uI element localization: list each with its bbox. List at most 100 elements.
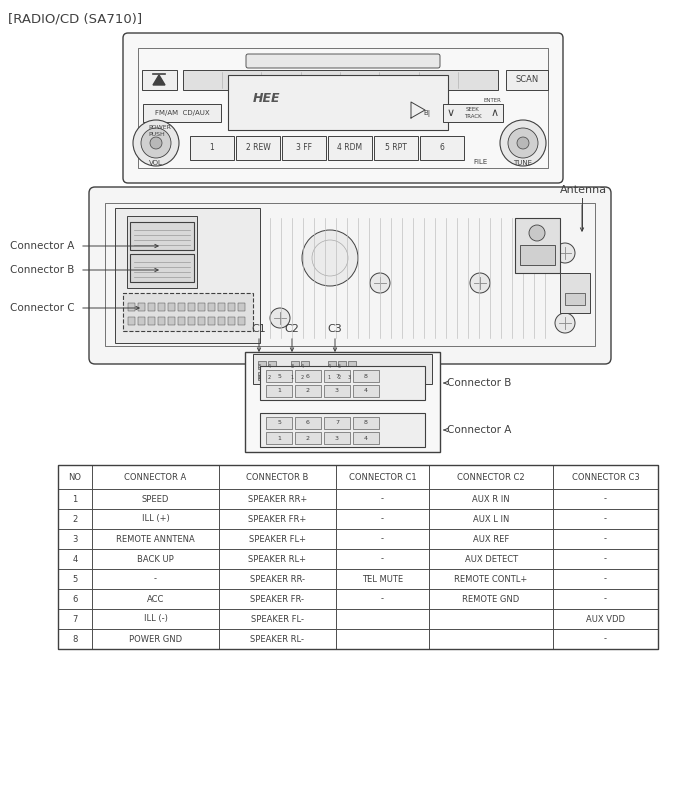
Bar [219,629,335,649]
Text: 5: 5 [72,574,78,584]
Circle shape [500,120,546,166]
Bar [58,549,92,569]
Text: 2: 2 [267,375,271,380]
Text: ILL (-): ILL (-) [144,615,167,623]
Text: NO: NO [69,472,81,481]
Text: SPEAKER FL+: SPEAKER FL+ [249,535,306,544]
Circle shape [150,137,162,149]
Bar [338,361,346,369]
Bar [266,370,292,382]
Bar [228,75,448,130]
Text: ∨: ∨ [447,108,455,118]
Bar [123,293,253,331]
Text: CONNECTOR C3: CONNECTOR C3 [572,472,639,481]
Bar [291,361,299,369]
Bar [92,569,219,589]
Bar [219,549,335,569]
Bar [506,70,548,90]
Text: REMOTE GND: REMOTE GND [463,595,519,604]
Bar [335,509,429,529]
Text: 2: 2 [306,389,310,393]
Bar [295,417,321,429]
Text: 8: 8 [364,420,368,426]
Text: SPEED: SPEED [142,495,169,503]
Text: 4: 4 [328,364,330,369]
Bar [198,303,205,311]
Bar [92,549,219,569]
Bar [429,529,553,549]
Text: 4: 4 [72,555,78,563]
Bar [92,465,219,489]
Text: HEE: HEE [253,92,281,104]
Bar [335,629,429,649]
Text: 2: 2 [72,514,78,524]
Bar [178,303,185,311]
Text: 2: 2 [337,375,341,380]
Text: POWER GND: POWER GND [129,634,182,644]
Text: -: - [381,495,384,503]
Text: 5 RPT: 5 RPT [385,144,407,152]
Bar [208,317,215,325]
Text: 4: 4 [267,364,271,369]
Bar [58,569,92,589]
Text: SPEAKER FL-: SPEAKER FL- [251,615,304,623]
Bar [92,489,219,509]
Text: 3 FF: 3 FF [296,144,312,152]
Text: SPEAKER RL-: SPEAKER RL- [251,634,304,644]
Bar [324,432,350,444]
Bar [348,372,356,380]
Text: 1: 1 [290,375,293,380]
Text: 1: 1 [258,375,260,380]
Text: ENTER: ENTER [483,98,501,103]
Bar [138,303,145,311]
Text: 4: 4 [364,435,368,441]
Text: SCAN: SCAN [515,76,538,85]
Text: -: - [381,555,384,563]
Bar [128,317,135,325]
Text: ILL (+): ILL (+) [141,514,169,524]
Text: -: - [604,535,607,544]
Bar [138,317,145,325]
Bar [58,465,92,489]
Bar [58,465,658,649]
Bar [335,569,429,589]
Text: FILE: FILE [473,159,487,165]
Text: 8: 8 [364,374,368,378]
Text: 6: 6 [72,595,78,604]
Bar [353,417,379,429]
Bar [138,48,548,168]
Bar [142,70,177,90]
Bar [335,589,429,609]
Text: 4 RDM: 4 RDM [337,144,363,152]
Bar [301,372,309,380]
Text: CONNECTOR C1: CONNECTOR C1 [349,472,416,481]
Bar [219,509,335,529]
Text: -: - [604,514,607,524]
Bar [148,317,155,325]
Text: VOL: VOL [149,160,163,166]
Bar [266,417,292,429]
Text: CONNECTOR C2: CONNECTOR C2 [457,472,525,481]
Bar [130,222,194,250]
Text: 3: 3 [335,435,339,441]
Bar [115,208,260,343]
Bar [208,303,215,311]
Text: 6: 6 [440,144,444,152]
Text: -: - [604,595,607,604]
Text: -: - [381,514,384,524]
Text: Connector A: Connector A [447,425,512,435]
Bar [253,354,432,384]
Bar [324,385,350,397]
Bar [328,372,336,380]
Bar [553,609,658,629]
Bar [238,303,245,311]
Bar [553,529,658,549]
Bar [219,609,335,629]
Bar [420,136,464,160]
Bar [328,361,336,369]
Text: REMOTE CONTL+: REMOTE CONTL+ [454,574,528,584]
Bar [58,629,92,649]
Text: SPEAKER RL+: SPEAKER RL+ [248,555,307,563]
Bar [520,245,555,265]
FancyBboxPatch shape [123,33,563,183]
